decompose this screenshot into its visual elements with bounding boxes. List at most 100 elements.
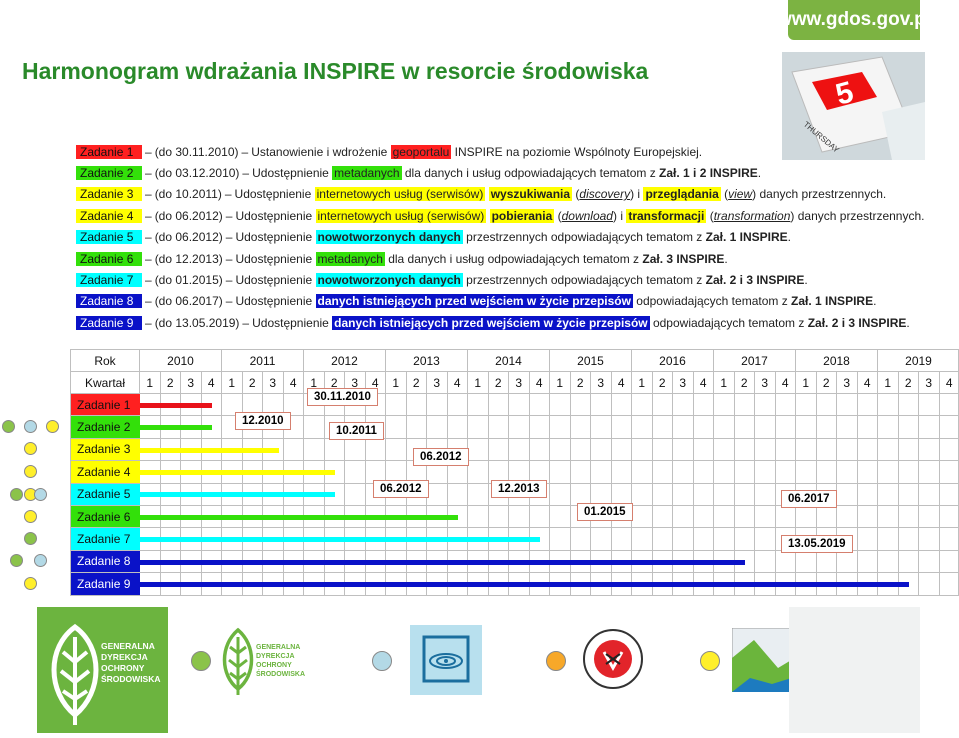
gantt-cell <box>530 506 551 528</box>
task-deadline: (do 30.11.2010) <box>155 145 239 159</box>
gantt-cell <box>489 394 510 416</box>
task-text-segment: wyszukiwania <box>489 187 572 201</box>
gantt-cell <box>776 506 797 528</box>
gantt-cell <box>755 506 776 528</box>
gantt-cell <box>796 461 817 483</box>
gantt-bar <box>140 403 212 408</box>
task-text-segment: . <box>758 166 761 180</box>
gantt-cell <box>571 439 592 461</box>
gantt-cell <box>673 394 694 416</box>
quarter-header: 4 <box>530 372 551 394</box>
gantt-cell <box>386 394 407 416</box>
quarter-header: 1 <box>632 372 653 394</box>
gantt-row-label: Zadanie 3 <box>71 439 140 461</box>
gantt-row-label: Zadanie 4 <box>71 461 140 483</box>
gdos-logo-line: GENERALNA <box>101 641 161 652</box>
decorative-dot <box>24 510 37 523</box>
yellow-dot <box>700 651 720 671</box>
task-text-segment: Zał. 3 INSPIRE <box>642 252 724 266</box>
quarter-header: 1 <box>714 372 735 394</box>
quarter-header: 3 <box>837 372 858 394</box>
task-line: Zadanie 7–(do 01.2015)–Udostępnienie now… <box>76 272 808 287</box>
task-dash: – <box>145 316 152 330</box>
gantt-cell <box>694 506 715 528</box>
site-url-link[interactable]: www.gdos.gov.pl <box>788 0 920 40</box>
gantt-cell <box>940 394 959 416</box>
gantt-cell <box>776 461 797 483</box>
gantt-cell <box>468 394 489 416</box>
gantt-cell <box>796 551 817 573</box>
grey-panel <box>789 607 920 733</box>
green-dot <box>191 651 211 671</box>
gantt-cell <box>345 439 366 461</box>
task-text-segment: . <box>788 230 791 244</box>
gantt-cell <box>899 394 920 416</box>
gantt-cell <box>571 416 592 438</box>
gantt-cell <box>571 394 592 416</box>
task-text-segment: . <box>873 294 876 308</box>
quarter-header: 4 <box>694 372 715 394</box>
task-text-segment: ( <box>572 187 579 201</box>
gantt-cell <box>858 528 879 550</box>
gantt-cell <box>591 416 612 438</box>
gantt-cell <box>325 439 346 461</box>
quarter-header: 2 <box>817 372 838 394</box>
task-dash: – <box>145 187 152 201</box>
quarter-header: 2 <box>571 372 592 394</box>
task-text-segment: przestrzennych odpowiadających tematom z <box>463 273 706 287</box>
gantt-cell <box>837 439 858 461</box>
gantt-cell <box>899 551 920 573</box>
gantt-cell <box>817 506 838 528</box>
gantt-cell <box>796 394 817 416</box>
task-text-segment: . <box>804 273 807 287</box>
calendar-photo: 5 THURSDAY <box>782 52 925 160</box>
year-header: 2011 <box>222 350 304 372</box>
decorative-dot <box>46 420 59 433</box>
task-text-segment: dla danych i usług odpowiadających temat… <box>385 252 642 266</box>
gantt-cell <box>427 416 448 438</box>
gantt-cell <box>714 394 735 416</box>
gantt-cell <box>468 484 489 506</box>
gantt-cell <box>919 551 940 573</box>
gantt-cell <box>632 506 653 528</box>
gantt-cell <box>919 506 940 528</box>
task-text-segment: Udostępnienie <box>235 252 315 266</box>
gantt-cell <box>632 528 653 550</box>
gantt-bar <box>140 492 335 497</box>
year-header: 2010 <box>140 350 222 372</box>
task-deadline: (do 13.05.2019) <box>155 316 240 330</box>
task-text-segment: odpowiadających tematom z <box>633 294 791 308</box>
gantt-cell <box>714 461 735 483</box>
gantt-cell <box>878 394 899 416</box>
task-text-segment: Udostępnienie <box>235 187 315 201</box>
task-line: Zadanie 9–(do 13.05.2019)–Udostępnienie … <box>76 315 910 330</box>
gantt-cell <box>776 416 797 438</box>
gantt-cell <box>612 394 633 416</box>
year-header: 2018 <box>796 350 878 372</box>
gantt-cell <box>550 484 571 506</box>
task-text-segment: ( <box>706 209 713 223</box>
gantt-cell <box>366 439 387 461</box>
gantt-cell <box>735 394 756 416</box>
task-text-segment: Udostępnienie <box>235 230 315 244</box>
gantt-cell <box>899 461 920 483</box>
task-text-segment: metadanych <box>316 252 385 266</box>
quarter-header: 4 <box>940 372 959 394</box>
task-dash: – <box>145 209 152 223</box>
deadline-callout: 12.2013 <box>491 480 547 498</box>
gantt-cell <box>653 439 674 461</box>
task-dash: – <box>225 187 232 201</box>
gantt-cell <box>591 394 612 416</box>
gantt-cell <box>878 528 899 550</box>
gantt-cell <box>550 461 571 483</box>
gantt-cell <box>714 439 735 461</box>
gantt-cell <box>530 394 551 416</box>
gantt-cell <box>735 506 756 528</box>
quarter-header: 4 <box>776 372 797 394</box>
leaf-icon <box>218 625 258 697</box>
gantt-row-label: Zadanie 7 <box>71 528 140 550</box>
gantt-cell <box>919 416 940 438</box>
task-deadline: (do 03.12.2010) <box>155 166 240 180</box>
quarter-header: 3 <box>427 372 448 394</box>
quarter-header: 2 <box>489 372 510 394</box>
